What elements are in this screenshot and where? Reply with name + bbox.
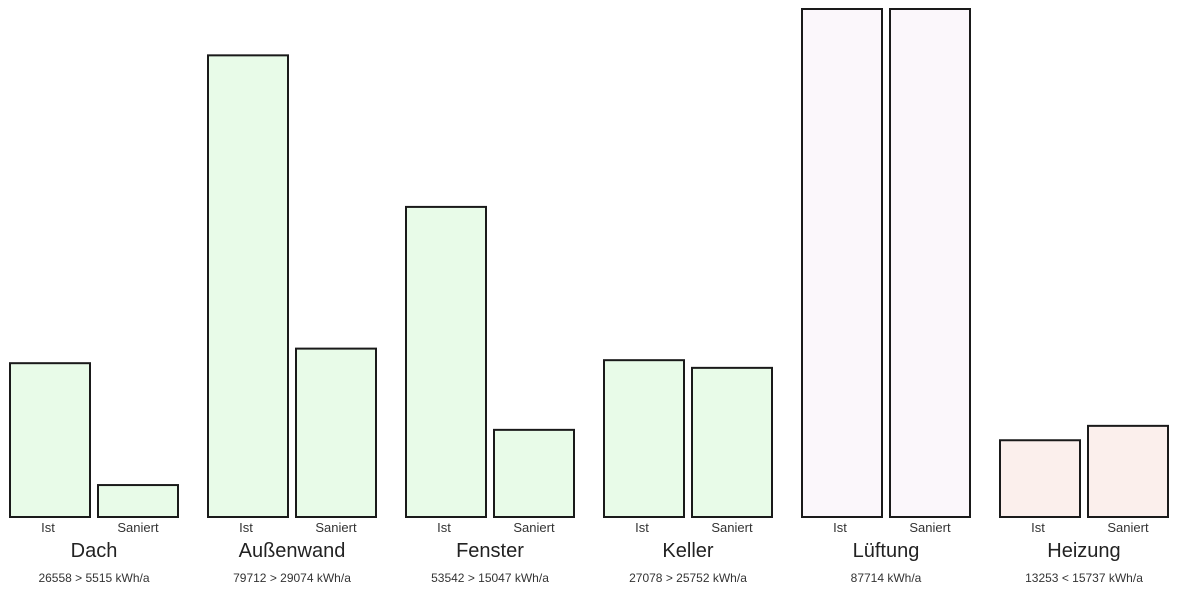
bar-dach-ist bbox=[9, 362, 91, 518]
summary-label-lueftung: 87714 kWh/a bbox=[851, 571, 922, 585]
bar-lueftung-saniert bbox=[889, 8, 971, 518]
bar-label-heizung-ist: Ist bbox=[1031, 520, 1045, 535]
bar-aussenwand-ist bbox=[207, 54, 289, 518]
bar-label-aussenwand-saniert: Saniert bbox=[315, 520, 357, 535]
bar-label-dach-ist: Ist bbox=[41, 520, 55, 535]
summary-label-fenster: 53542 > 15047 kWh/a bbox=[431, 571, 549, 585]
bar-label-dach-saniert: Saniert bbox=[117, 520, 159, 535]
group-label-lueftung: Lüftung bbox=[853, 540, 920, 562]
summary-label-dach: 26558 > 5515 kWh/a bbox=[38, 571, 149, 585]
bar-lueftung-ist bbox=[801, 8, 883, 518]
summary-label-aussenwand: 79712 > 29074 kWh/a bbox=[233, 571, 351, 585]
labels-layer: Ist Saniert Dach 26558 > 5515 kWh/a Ist Sanie… bbox=[38, 520, 1149, 585]
bar-fenster-ist bbox=[405, 205, 487, 518]
bar-heizung-saniert bbox=[1087, 424, 1169, 518]
bar-label-lueftung-ist: Ist bbox=[833, 520, 847, 535]
bar-label-heizung-saniert: Saniert bbox=[1107, 520, 1149, 535]
bar-label-fenster-saniert: Saniert bbox=[513, 520, 555, 535]
bar-dach-saniert bbox=[97, 484, 179, 518]
bar-keller-saniert bbox=[691, 366, 773, 519]
bar-label-keller-ist: Ist bbox=[635, 520, 649, 535]
bar-fenster-saniert bbox=[493, 428, 575, 518]
group-label-keller: Keller bbox=[662, 540, 713, 562]
group-label-fenster: Fenster bbox=[456, 540, 524, 562]
bar-keller-ist bbox=[603, 359, 685, 519]
group-label-heizung: Heizung bbox=[1047, 540, 1120, 562]
bars-layer bbox=[9, 8, 1169, 519]
bar-heizung-ist bbox=[999, 439, 1081, 519]
group-label-dach: Dach bbox=[71, 540, 118, 562]
bar-label-fenster-ist: Ist bbox=[437, 520, 451, 535]
bar-label-keller-saniert: Saniert bbox=[711, 520, 753, 535]
bar-label-lueftung-saniert: Saniert bbox=[909, 520, 951, 535]
group-label-aussenwand: Außenwand bbox=[239, 540, 346, 562]
bar-label-aussenwand-ist: Ist bbox=[239, 520, 253, 535]
summary-label-heizung: 13253 < 15737 kWh/a bbox=[1025, 571, 1143, 585]
summary-label-keller: 27078 > 25752 kWh/a bbox=[629, 571, 747, 585]
bar-aussenwand-saniert bbox=[295, 347, 377, 518]
